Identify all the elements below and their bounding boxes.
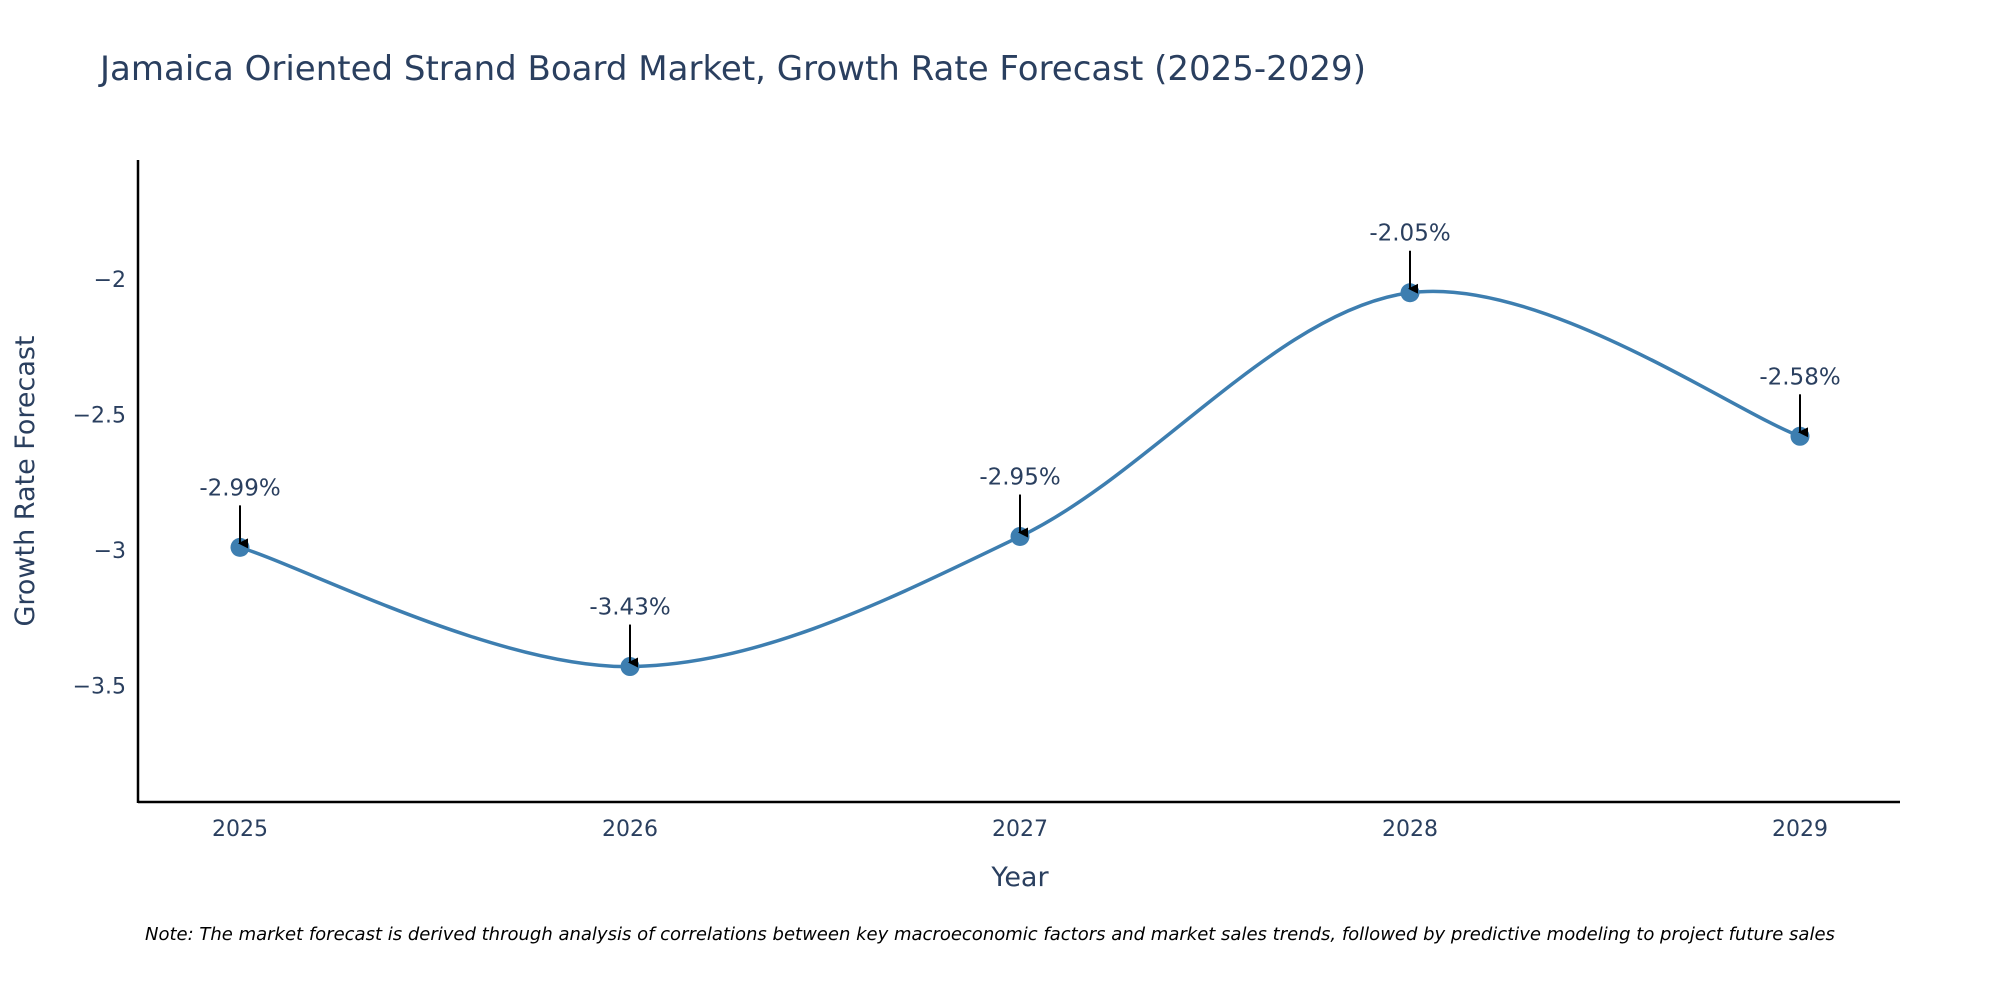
x-axis-ticks: 2025 2026 2027 2028 2029 <box>212 817 1828 842</box>
y-tick-label: −2.5 <box>73 404 126 429</box>
data-label: -2.58% <box>1759 364 1840 390</box>
data-label: -2.05% <box>1369 221 1450 247</box>
x-tick-label: 2025 <box>212 817 268 842</box>
x-axis-title: Year <box>990 862 1049 893</box>
data-label: -3.43% <box>589 595 670 621</box>
footnote: Note: The market forecast is derived thr… <box>145 924 1835 945</box>
chart-title: Jamaica Oriented Strand Board Market, Gr… <box>98 49 1366 89</box>
y-axis-title: Growth Rate Forecast <box>10 335 41 626</box>
y-tick-label: −3 <box>94 539 126 564</box>
y-axis-ticks: −2 −2.5 −3 −3.5 <box>73 268 126 699</box>
data-label: -2.99% <box>199 475 280 501</box>
y-tick-label: −3.5 <box>73 675 126 700</box>
x-tick-label: 2029 <box>1772 817 1828 842</box>
x-tick-label: 2027 <box>992 817 1048 842</box>
data-label: -2.95% <box>979 465 1060 491</box>
data-annotations: -2.99% -3.43% -2.95% -2.05% -2.58% <box>199 221 1841 668</box>
x-tick-label: 2028 <box>1382 817 1438 842</box>
x-tick-label: 2026 <box>602 817 658 842</box>
y-tick-label: −2 <box>94 268 126 293</box>
